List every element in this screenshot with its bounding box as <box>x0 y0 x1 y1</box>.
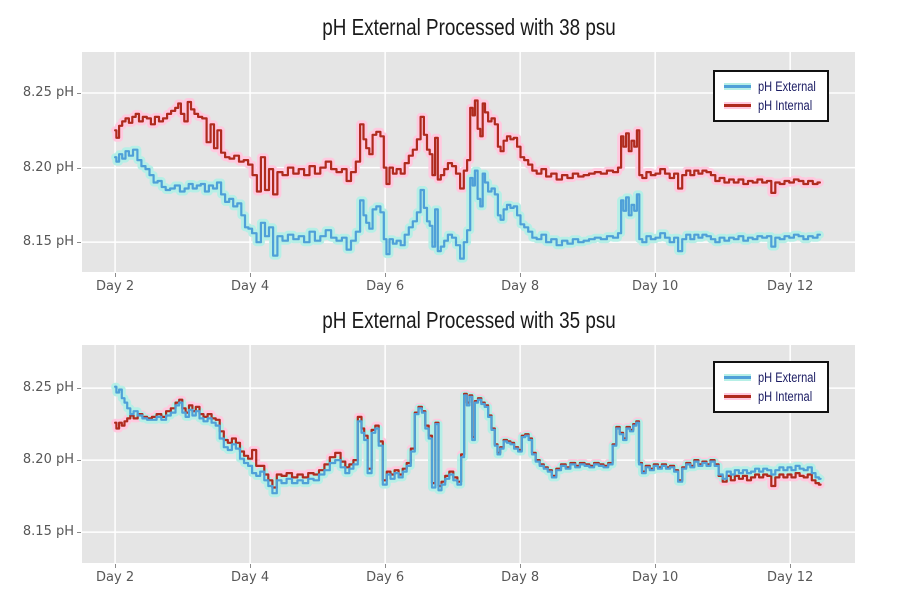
y-tick-mark <box>77 93 81 95</box>
x-tick-mark <box>385 273 387 277</box>
y-tick-label: 8.25 pH <box>22 380 74 396</box>
ph-external-line <box>114 148 821 260</box>
legend-item-ph-internal: pH Internal <box>724 96 823 115</box>
x-tick-label: Day 6 <box>366 279 405 294</box>
x-tick-label: Day 8 <box>501 570 540 585</box>
ph-external-line-swatch <box>724 83 751 90</box>
x-tick-label: Day 4 <box>231 279 270 294</box>
chart-canvas <box>82 345 855 563</box>
x-tick-label: Day 2 <box>96 279 135 294</box>
y-tick-label: 8.20 pH <box>22 159 74 175</box>
legend-35psu: pH External pH Internal <box>713 361 829 413</box>
x-tick-label: Day 10 <box>631 279 679 294</box>
ph-external-line-swatch <box>724 374 751 381</box>
x-tick-mark <box>790 273 792 277</box>
x-tick-label: Day 2 <box>96 570 135 585</box>
y-tick-label: 8.15 pH <box>22 234 74 250</box>
legend-label: pH Internal <box>758 389 813 404</box>
y-tick-label: 8.25 pH <box>22 85 74 101</box>
ph-internal-line-swatch <box>724 102 751 109</box>
legend-label: pH External <box>758 370 816 385</box>
x-tick-mark <box>250 564 252 568</box>
x-tick-mark <box>250 273 252 277</box>
x-tick-label: Day 4 <box>231 570 270 585</box>
x-tick-mark <box>385 564 387 568</box>
y-tick-label: 8.15 pH <box>22 524 74 540</box>
chart-title-38psu: pH External Processed with 38 psu <box>82 13 855 41</box>
x-tick-label: Day 10 <box>631 570 679 585</box>
chart-title-35psu: pH External Processed with 35 psu <box>82 306 855 334</box>
y-tick-mark <box>77 242 81 244</box>
x-tick-mark <box>655 273 657 277</box>
y-tick-mark <box>77 388 81 390</box>
x-tick-label: Day 6 <box>366 570 405 585</box>
x-tick-mark <box>115 564 117 568</box>
legend-label: pH Internal <box>758 98 813 113</box>
x-tick-mark <box>520 564 522 568</box>
y-tick-mark <box>77 532 81 534</box>
x-tick-label: Day 8 <box>501 279 540 294</box>
y-tick-label: 8.20 pH <box>22 452 74 468</box>
x-tick-label: Day 12 <box>767 570 814 585</box>
ph-internal-line-swatch <box>724 393 751 400</box>
legend-item-ph-internal: pH Internal <box>724 387 823 406</box>
x-tick-mark <box>520 273 522 277</box>
legend-item-ph-external: pH External <box>724 368 823 387</box>
x-tick-mark <box>115 273 117 277</box>
legend-38psu: pH External pH Internal <box>713 70 829 122</box>
y-tick-mark <box>77 167 81 169</box>
y-tick-mark <box>77 460 81 462</box>
chart-title-text: pH External Processed with 38 psu <box>321 14 616 40</box>
x-tick-mark <box>655 564 657 568</box>
ph-external-line <box>114 385 822 495</box>
legend-item-ph-external: pH External <box>724 77 823 96</box>
chart-title-text: pH External Processed with 35 psu <box>321 307 616 333</box>
legend-label: pH External <box>758 79 816 94</box>
x-tick-label: Day 12 <box>767 279 814 294</box>
x-tick-mark <box>790 564 792 568</box>
ph-internal-line <box>114 99 821 196</box>
